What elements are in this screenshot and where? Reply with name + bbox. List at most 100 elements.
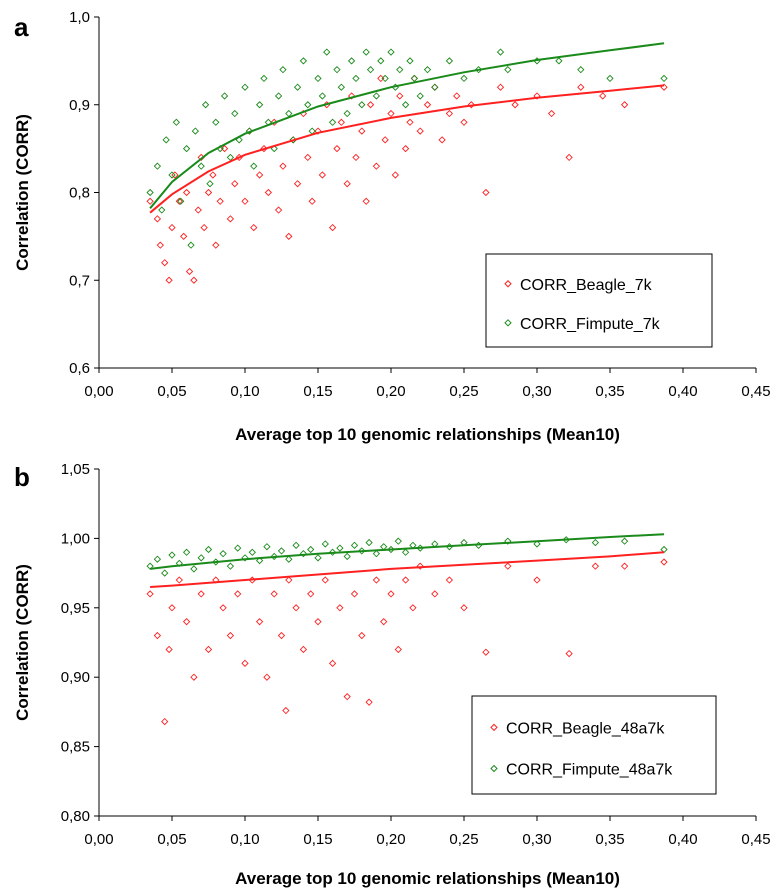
- data-point: [423, 66, 432, 74]
- data-point: [250, 162, 258, 170]
- data-point: [307, 590, 315, 598]
- data-point: [255, 101, 264, 109]
- y-tick-label: 1,05: [61, 461, 90, 478]
- data-point: [396, 66, 404, 74]
- y-tick-label: 1,0: [69, 9, 90, 26]
- data-point: [401, 101, 410, 109]
- data-point: [660, 558, 668, 566]
- legend-box: [471, 695, 717, 795]
- data-point: [171, 171, 179, 179]
- data-point: [504, 562, 512, 570]
- trend-line-1: [149, 533, 665, 570]
- trend-line-1: [149, 42, 665, 209]
- data-point: [177, 197, 185, 205]
- data-point: [293, 83, 302, 91]
- data-point: [263, 673, 271, 681]
- legend: CORR_Beagle_7k CORR_Fimpute_7k: [485, 253, 713, 348]
- chart-panel-a: a 0,6 0,7 0,8 0,9 1,0 0,00 0,05 0,10 0,15 0,20 0,25…: [13, 9, 771, 444]
- data-point: [182, 188, 191, 197]
- data-point: [226, 562, 235, 570]
- panel-letter: b: [14, 462, 30, 492]
- data-point: [343, 552, 351, 561]
- data-point: [190, 565, 198, 573]
- data-point: [168, 171, 176, 179]
- data-point: [175, 576, 183, 584]
- data-point: [409, 604, 417, 612]
- data-point: [445, 109, 454, 118]
- data-point: [190, 673, 198, 681]
- data-point: [277, 547, 286, 555]
- data-point: [496, 48, 505, 56]
- data-point: [146, 590, 154, 598]
- data-point: [194, 206, 202, 214]
- data-point: [314, 74, 322, 83]
- x-tick-label: 0,30: [522, 831, 551, 848]
- data-point: [620, 101, 629, 109]
- data-point: [381, 136, 389, 144]
- data-point: [307, 545, 315, 554]
- y-axis-title: Correlation (CORR): [13, 114, 32, 271]
- trend-line-0: [149, 84, 665, 214]
- data-point: [387, 48, 395, 56]
- x-tick-label: 0,10: [230, 831, 259, 848]
- series-1-points: [146, 48, 668, 249]
- data-point: [162, 136, 170, 144]
- data-point: [460, 118, 468, 126]
- data-point: [350, 590, 359, 598]
- y-tick-label: 0,80: [61, 808, 90, 825]
- data-point: [533, 92, 541, 100]
- data-point: [366, 101, 375, 109]
- x-tick-label: 0,00: [84, 383, 113, 400]
- data-point: [321, 576, 329, 584]
- data-point: [234, 544, 242, 552]
- x-tick-label: 0,00: [84, 831, 113, 848]
- data-point: [358, 127, 366, 135]
- data-point: [146, 197, 154, 205]
- series-1-points: [146, 536, 668, 577]
- data-point: [231, 180, 239, 188]
- data-point: [282, 706, 290, 715]
- data-point: [277, 631, 286, 640]
- data-point: [304, 101, 312, 109]
- data-point: [591, 562, 600, 570]
- data-point: [350, 541, 359, 549]
- data-point: [161, 569, 169, 577]
- data-point: [168, 604, 176, 612]
- data-point: [226, 631, 235, 640]
- data-point: [365, 538, 373, 547]
- data-point: [358, 631, 366, 640]
- data-point: [182, 144, 191, 153]
- data-point: [293, 180, 302, 188]
- data-point: [328, 223, 337, 232]
- legend-label: CORR_Beagle_48a7k: [506, 720, 665, 737]
- data-point: [260, 74, 268, 83]
- legend-marker: [490, 723, 498, 732]
- data-point: [206, 180, 214, 188]
- x-tick-label: 0,15: [303, 831, 332, 848]
- y-tick-label: 0,90: [61, 669, 90, 686]
- data-point: [337, 118, 345, 126]
- data-point: [165, 276, 173, 284]
- data-point: [555, 57, 563, 65]
- data-point: [168, 551, 176, 559]
- data-point: [314, 127, 322, 135]
- data-point: [175, 197, 183, 205]
- chart-panel-b: b 0,80 0,85 0,90 0,95 1,00 1,05 0,00 0,05 0,10 0,1…: [13, 461, 771, 888]
- data-point: [328, 548, 337, 556]
- data-point: [146, 562, 154, 570]
- data-point: [372, 550, 381, 558]
- y-tick-label: 0,95: [61, 600, 90, 617]
- legend-label: CORR_Fimpute_48a7k: [506, 762, 673, 779]
- data-point: [365, 698, 373, 706]
- x-tick-label: 0,45: [741, 831, 770, 848]
- data-point: [336, 604, 344, 612]
- data-point: [377, 74, 385, 83]
- data-point: [161, 259, 169, 267]
- data-point: [533, 540, 541, 548]
- x-tick-label: 0,15: [303, 383, 332, 400]
- y-tick-label: 0,8: [69, 185, 90, 202]
- data-point: [212, 118, 220, 126]
- data-point: [482, 648, 490, 656]
- data-point: [347, 57, 356, 65]
- data-point: [201, 101, 210, 109]
